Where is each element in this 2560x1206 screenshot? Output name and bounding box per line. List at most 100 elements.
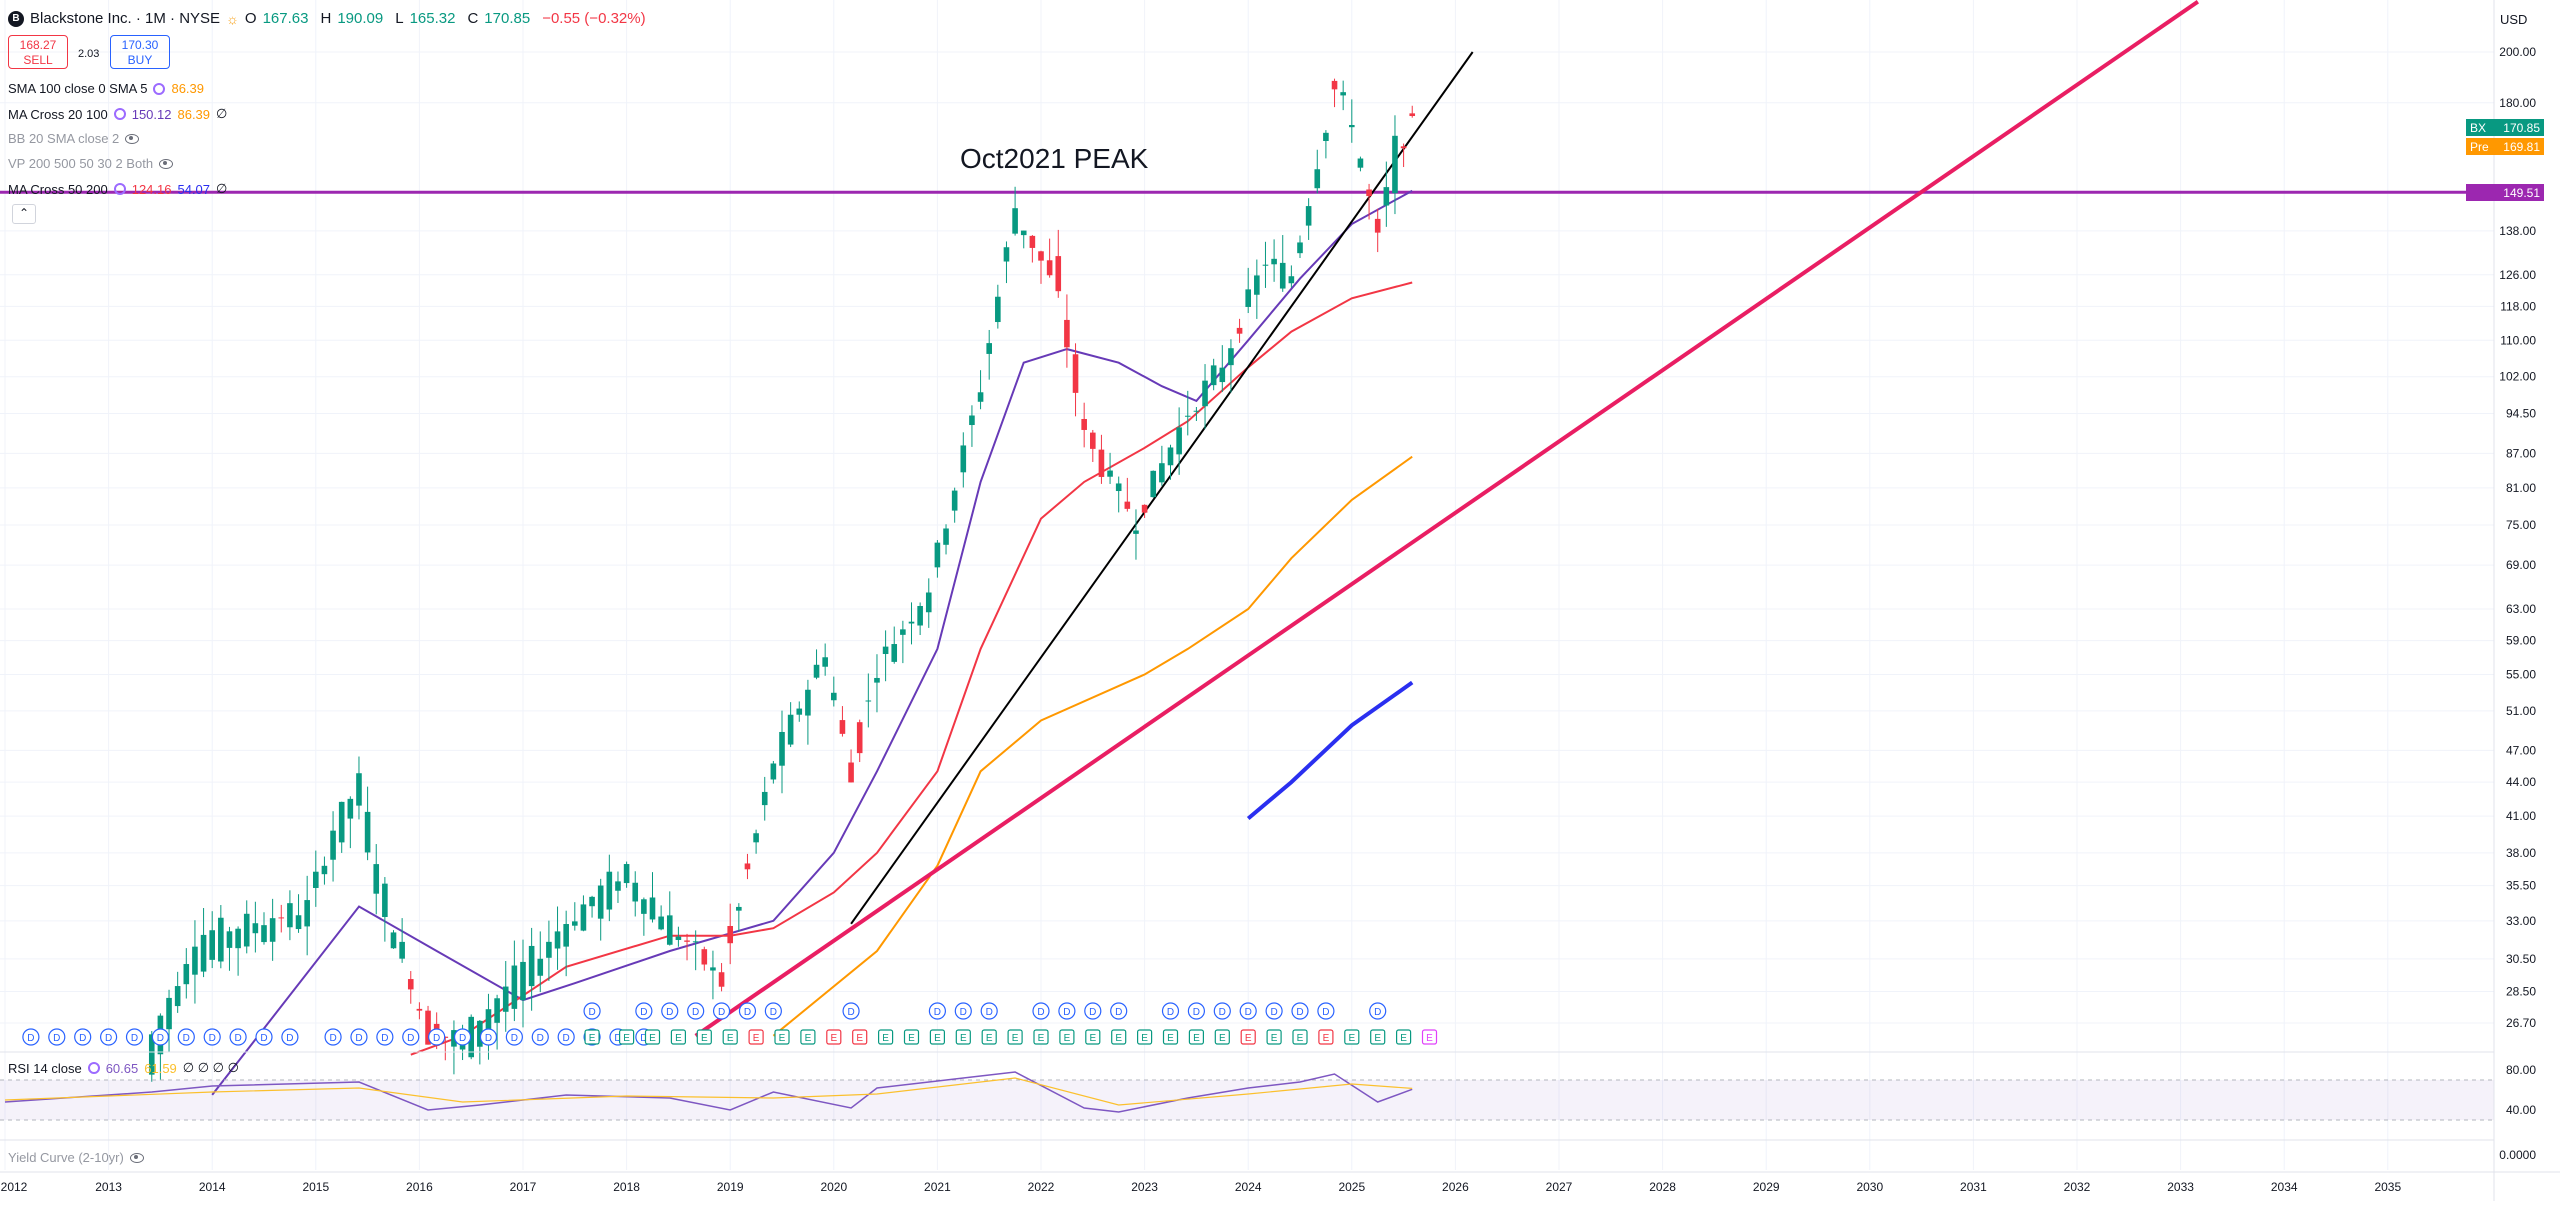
earnings-marker: E [1085, 1029, 1101, 1045]
dividend-marker-circle [738, 1002, 757, 1020]
dividend-marker-letter: D [27, 1033, 34, 1044]
dividend-marker: D [687, 1002, 705, 1020]
candle [839, 706, 846, 737]
earnings-marker-letter: E [882, 1033, 889, 1044]
earnings-marker: E [1033, 1029, 1049, 1045]
price-tick-label: 59.00 [2506, 634, 2536, 648]
legend-ma-cross-20-100[interactable]: MA Cross 20 100 150.12 86.39 ∅ [8, 106, 227, 122]
buy-button[interactable]: 170.30 BUY [110, 35, 170, 69]
symbol-header: B Blackstone Inc. · 1M · NYSE ☼ O 167.63 … [8, 10, 646, 27]
candle [1262, 241, 1269, 288]
candle-body [520, 961, 526, 1001]
legend-sma[interactable]: SMA 100 close 0 SMA 5 86.39 [8, 81, 204, 96]
dividend-marker: D [635, 1002, 653, 1020]
earnings-marker-box [1085, 1029, 1101, 1045]
chart-annotation[interactable]: Oct2021 PEAK [960, 143, 1149, 174]
candle-body [1305, 206, 1312, 226]
candle [451, 1020, 457, 1075]
candle [796, 701, 803, 722]
earnings-marker: E [1344, 1029, 1360, 1045]
time-tick-label: 2013 [95, 1180, 122, 1194]
legend-vp[interactable]: VP 200 500 50 30 2 Both [8, 156, 174, 171]
dividend-marker-circle [479, 1028, 498, 1046]
hidden-eye-icon[interactable] [125, 133, 140, 144]
settings-cycle-icon[interactable] [87, 1062, 100, 1074]
dividend-marker: D [764, 1002, 782, 1020]
candle-body [692, 941, 699, 943]
time-tick-label: 2020 [820, 1180, 847, 1194]
candle [243, 900, 250, 954]
candle-body [528, 945, 535, 987]
price-tick-label: 26.70 [2506, 1016, 2536, 1030]
candle [338, 801, 345, 853]
low-label: L [395, 10, 404, 27]
price-tick-label: 200.00 [2499, 45, 2536, 59]
candle-body [502, 986, 509, 1012]
candle-body [399, 941, 405, 959]
candle [666, 891, 673, 946]
dividend-marker-circle [1084, 1002, 1102, 1020]
earnings-marker: E [1162, 1029, 1179, 1045]
candle-body [407, 979, 414, 990]
candles[interactable] [148, 78, 1416, 1082]
settings-cycle-icon[interactable] [113, 108, 126, 120]
price-tick-label: 180.00 [2499, 96, 2536, 110]
ma200-value: 54.07 [177, 181, 211, 197]
candle [1038, 250, 1044, 284]
time-tick-label: 2034 [2271, 1180, 2298, 1194]
candle [1090, 429, 1096, 462]
candle [692, 930, 699, 971]
ma100-value: 86.39 [177, 106, 211, 122]
legend-yield-curve[interactable]: Yield Curve (2-10yr) [8, 1150, 144, 1165]
candle-body [468, 1016, 474, 1058]
candle-body [1133, 530, 1139, 534]
rsi-pane[interactable]: 80.00 40.00 0.0000 [0, 1051, 2536, 1162]
dividend-marker-circle [1265, 1002, 1283, 1020]
time-tick-label: 2035 [2374, 1180, 2401, 1194]
price-tick-label: 81.00 [2506, 481, 2536, 495]
dividend-marker: D [48, 1028, 66, 1046]
dividend-marker-letter: D [614, 1033, 621, 1044]
candle [986, 329, 992, 380]
trendline [694, 0, 2200, 1038]
candle [1392, 115, 1398, 215]
time-axis[interactable]: 2012 2013 2014 2015 2016 2017 2018 2019 2020 2021… [0, 1171, 2560, 1194]
high-label: H [320, 10, 332, 27]
settings-cycle-icon[interactable] [153, 82, 166, 95]
price-tick-label: 118.00 [2500, 299, 2536, 313]
dividend-marker-circle [687, 1002, 705, 1020]
candle [580, 895, 587, 932]
collapse-legend-button[interactable]: ⌃ [12, 204, 36, 224]
price-axis[interactable]: 200.00 180.00 138.00 126.00 118.00 110.00 102.… [2493, 0, 2536, 1201]
settings-cycle-icon[interactable] [113, 183, 126, 195]
candle [1029, 235, 1036, 263]
candle-body [1366, 189, 1372, 197]
candle-body [1167, 447, 1174, 466]
symbol-title[interactable]: Blackstone Inc. · 1M · NYSE [30, 10, 221, 27]
candle-body [537, 958, 544, 976]
candle [1003, 241, 1010, 284]
legend-bb[interactable]: BB 20 SMA close 2 [8, 131, 140, 146]
earnings-marker-box [1033, 1029, 1049, 1045]
candle [563, 910, 569, 977]
legend-rsi[interactable]: RSI 14 close 60.65 61.59 ∅ ∅ ∅ ∅ [8, 1060, 239, 1076]
hidden-eye-icon[interactable] [129, 1152, 144, 1163]
dividend-marker-circle [99, 1028, 118, 1046]
bb-label: BB 20 SMA close 2 [8, 131, 120, 146]
candle [1150, 470, 1157, 498]
candle [848, 749, 854, 783]
candle [787, 702, 794, 748]
event-markers[interactable]: D D D D D D D D D D D D D D D D D D D D D D D D D D D D D D D D D D D D D D D D… [22, 1002, 1438, 1046]
sell-button[interactable]: 168.27 SELL [8, 35, 68, 69]
legend-ma-cross-50-200[interactable]: MA Cross 50 200 124.16 54.07 ∅ [8, 181, 227, 197]
candle [304, 875, 310, 956]
currency-selector[interactable]: USD [2500, 12, 2528, 27]
candle-body [200, 934, 207, 972]
candle-body [684, 940, 690, 942]
hidden-eye-icon[interactable] [159, 158, 174, 169]
earnings-marker-letter: E [934, 1033, 941, 1044]
candle [1081, 402, 1087, 448]
candle-body [960, 445, 967, 473]
